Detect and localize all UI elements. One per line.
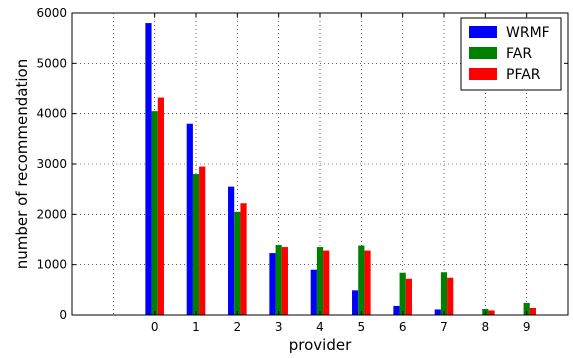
legend-swatch-far (469, 47, 497, 59)
y-tick-label: 3000 (36, 157, 67, 171)
bar-wrmf-provider-1 (186, 123, 193, 315)
x-tick-label: 2 (234, 320, 242, 334)
bar-far-provider-5 (358, 245, 365, 315)
x-axis-label: provider (289, 336, 352, 354)
legend: WRMF FAR PFAR (460, 17, 562, 91)
legend-swatch-pfar (469, 68, 497, 80)
x-tick-label: 1 (192, 320, 200, 334)
x-tick-label: 3 (275, 320, 283, 334)
x-tick-label: 4 (316, 320, 324, 334)
bar-far-provider-2 (234, 211, 241, 315)
bar-wrmf-provider-0 (145, 23, 152, 315)
x-tick-label: 7 (440, 320, 448, 334)
bar-far-provider-3 (275, 245, 282, 315)
bar-wrmf-provider-7 (434, 309, 441, 315)
y-tick-label: 5000 (36, 56, 67, 70)
bar-wrmf-provider-6 (393, 305, 400, 315)
y-tick-label: 2000 (36, 207, 67, 221)
legend-label-wrmf: WRMF (506, 25, 550, 41)
y-axis-label: number of recommendation (13, 59, 31, 269)
y-tick-label: 0 (59, 308, 67, 322)
bar-far-provider-4 (316, 247, 324, 315)
bar-pfar-provider-6 (405, 278, 412, 315)
bars (145, 23, 536, 316)
bar-pfar-provider-9 (529, 307, 536, 315)
bar-far-provider-1 (192, 174, 200, 315)
x-tick-label: 6 (399, 320, 407, 334)
y-tick-label: 4000 (36, 107, 67, 121)
x-tick-label: 9 (523, 320, 531, 334)
bar-far-provider-9 (523, 302, 530, 315)
bar-pfar-provider-1 (199, 166, 206, 315)
bar-wrmf-provider-3 (269, 253, 276, 315)
y-tick-label: 1000 (36, 258, 67, 272)
x-tick-label: 5 (358, 320, 366, 334)
x-tick-label: 0 (151, 320, 159, 334)
bar-wrmf-provider-4 (310, 269, 317, 315)
bar-far-provider-7 (440, 272, 448, 315)
bar-far-provider-0 (151, 111, 158, 316)
bar-wrmf-provider-5 (352, 290, 359, 315)
bar-pfar-provider-8 (488, 310, 495, 315)
bar-wrmf-provider-2 (228, 186, 235, 315)
legend-label-far: FAR (506, 46, 532, 62)
axis-ticks: 0 1000 2000 3000 4000 5000 6000 0 1 2 3 4 5 6 7 8 9 (36, 6, 568, 334)
bar-pfar-provider-0 (157, 97, 164, 315)
x-tick-label: 8 (482, 320, 490, 334)
bar-pfar-provider-2 (240, 203, 247, 315)
bar-pfar-provider-7 (447, 277, 454, 315)
bar-pfar-provider-3 (281, 247, 288, 315)
bar-pfar-provider-4 (323, 250, 330, 315)
bar-pfar-provider-5 (364, 250, 371, 315)
legend-swatch-wrmf (469, 26, 497, 38)
legend-label-pfar: PFAR (506, 67, 541, 83)
y-tick-label: 6000 (36, 6, 67, 20)
bar-far-provider-6 (399, 272, 406, 315)
